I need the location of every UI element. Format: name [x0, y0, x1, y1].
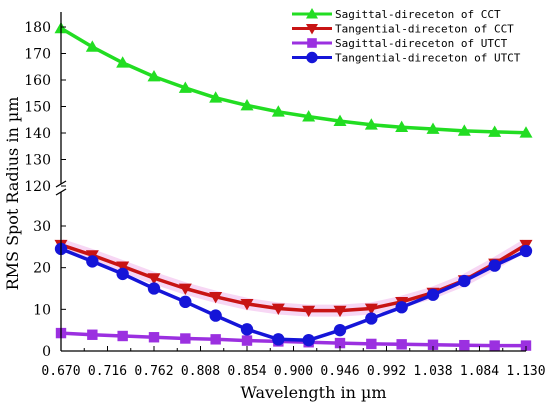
data-point [333, 114, 347, 126]
data-point [87, 329, 98, 340]
data-point [116, 56, 130, 68]
series-line [60, 331, 526, 348]
y-tick-label: 10 [33, 302, 51, 318]
data-point [519, 126, 533, 138]
data-point [333, 305, 347, 318]
data-point [302, 110, 316, 122]
data-point [458, 274, 471, 288]
series-line [60, 247, 527, 342]
y-axis-title: RMS Spot Radius in µm [3, 97, 22, 291]
data-point [395, 120, 409, 133]
data-point [240, 323, 254, 336]
axis-break-mark [55, 188, 67, 196]
x-tick-label: 0.808 [181, 364, 220, 379]
data-point [241, 335, 253, 346]
y-tick-label: 20 [33, 261, 51, 277]
data-point [334, 337, 346, 349]
data-point [148, 332, 160, 343]
data-point [178, 283, 192, 295]
x-tick-label: 1.130 [506, 364, 545, 379]
data-point [302, 333, 315, 347]
x-tick-label: 0.762 [134, 364, 173, 379]
data-point [179, 295, 192, 309]
data-point [395, 301, 408, 314]
x-tick-label: 0.670 [41, 364, 80, 379]
data-point [210, 334, 221, 345]
data-point [209, 291, 223, 304]
data-point [396, 339, 407, 350]
data-point [116, 267, 129, 281]
data-point [180, 333, 191, 344]
data-point [117, 330, 128, 342]
data-point [86, 255, 99, 268]
data-point [271, 105, 285, 117]
data-point [209, 91, 223, 103]
axis-break-mark [55, 180, 67, 188]
data-point [457, 124, 471, 136]
data-point [333, 323, 347, 337]
legend-marker [306, 51, 318, 64]
data-point [147, 282, 161, 295]
legend-label: Tangential-direceton of CCT [335, 23, 514, 36]
data-point [85, 40, 99, 52]
data-point [272, 333, 285, 346]
data-point [366, 338, 377, 350]
data-point [147, 273, 161, 285]
legend-label: Tangential-direceton of UTCT [335, 52, 521, 65]
y-tick-label: 160 [24, 73, 51, 89]
data-point [427, 339, 439, 350]
data-point [209, 309, 222, 322]
data-point [488, 259, 501, 272]
data-point [489, 340, 500, 351]
x-axis-title: Wavelength in µm [240, 383, 386, 402]
y-tick-label: 170 [24, 47, 51, 63]
y-tick-label: 180 [24, 20, 51, 36]
data-point [302, 305, 316, 318]
legend-label: Sagittal-direceton of CCT [335, 8, 501, 21]
data-point [520, 340, 532, 351]
data-point [365, 312, 378, 325]
legend-marker [307, 38, 317, 48]
data-point [271, 303, 285, 315]
data-point [519, 244, 533, 258]
legend-marker [306, 8, 318, 19]
data-point [240, 299, 254, 311]
data-point [426, 122, 440, 134]
x-tick-label: 0.716 [88, 364, 127, 379]
data-point [364, 303, 378, 315]
y-tick-label: 0 [42, 344, 51, 360]
x-tick-label: 0.854 [227, 364, 266, 379]
legend-marker [306, 24, 318, 35]
x-tick-label: 0.900 [274, 364, 313, 379]
data-point [488, 125, 502, 137]
data-point [240, 98, 254, 111]
data-point [147, 70, 161, 82]
y-tick-label: 120 [24, 179, 51, 195]
data-point [178, 81, 192, 93]
y-tick-label: 150 [24, 100, 51, 116]
data-point [364, 118, 378, 130]
x-tick-label: 1.038 [413, 364, 452, 379]
data-point [459, 339, 470, 351]
x-tick-label: 0.992 [367, 364, 406, 379]
y-tick-label: 130 [24, 153, 51, 169]
y-tick-label: 140 [24, 126, 51, 142]
legend-label: Sagittal-direceton of UTCT [335, 37, 508, 50]
data-point [116, 261, 130, 273]
series-line [60, 26, 527, 135]
y-tick-label: 30 [33, 219, 51, 235]
x-tick-label: 0.946 [320, 364, 359, 379]
data-point [426, 288, 440, 301]
x-tick-label: 1.084 [460, 364, 499, 379]
